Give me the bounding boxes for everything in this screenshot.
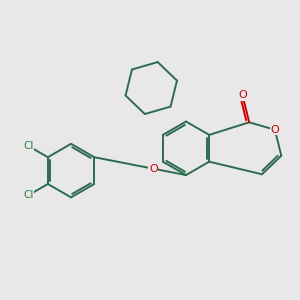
Text: Cl: Cl <box>23 141 33 151</box>
Text: O: O <box>238 90 247 100</box>
Text: Cl: Cl <box>23 190 33 200</box>
Text: O: O <box>149 164 158 174</box>
Text: O: O <box>271 125 279 135</box>
